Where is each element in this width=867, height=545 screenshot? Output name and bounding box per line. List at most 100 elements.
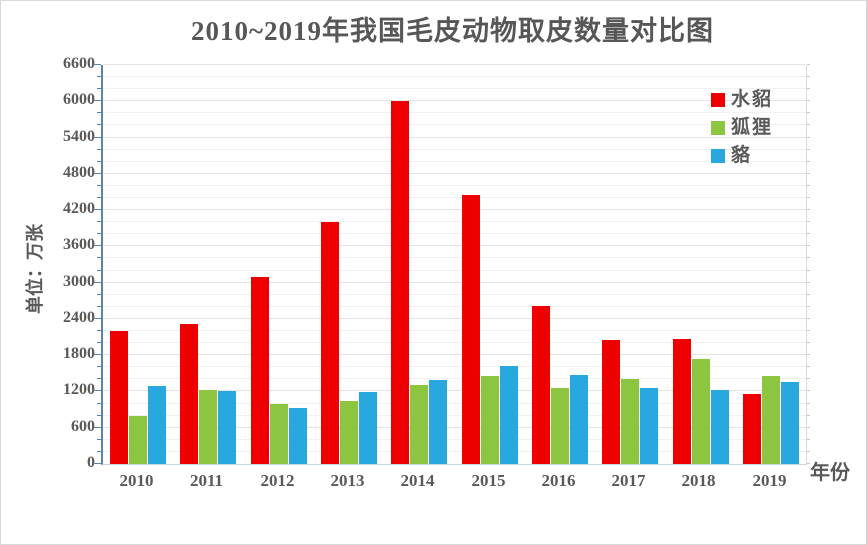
right-border-tick: [807, 76, 810, 77]
right-border-tick: [807, 88, 810, 89]
bar-貉-2011: [218, 391, 236, 464]
y-axis-tick-label: 1200: [63, 381, 95, 399]
x-axis-tick-label: 2019: [752, 471, 787, 490]
y-axis-tick: [97, 124, 101, 125]
y-axis-title: 单位：万张: [25, 224, 45, 314]
right-border-tick: [807, 221, 810, 222]
gridline: [103, 100, 806, 101]
gridline: [103, 390, 806, 391]
gridline: [103, 439, 806, 440]
gridline: [103, 415, 806, 416]
y-axis-tick-label: 3600: [63, 236, 95, 254]
y-axis-tick: [93, 245, 101, 246]
y-axis-tick: [97, 233, 101, 234]
gridline: [103, 294, 806, 295]
gridline: [103, 221, 806, 222]
bar-狐狸-2014: [410, 385, 428, 464]
x-axis-tick-label: 2012: [260, 471, 295, 490]
legend-label-mink: 水貂: [731, 89, 774, 110]
bar-貉-2019: [781, 382, 799, 464]
legend-item-raccoon-dog: 貉: [711, 145, 773, 167]
legend-item-fox: 狐狸: [711, 117, 773, 139]
y-axis-tick: [97, 330, 101, 331]
bar-水貂-2010: [110, 331, 128, 464]
y-axis-tick: [93, 173, 101, 174]
bar-水貂-2018: [673, 339, 691, 464]
gridline: [103, 112, 806, 113]
bar-貉-2012: [289, 408, 307, 464]
gridline: [103, 270, 806, 271]
gridline: [103, 451, 806, 452]
gridline: [103, 318, 806, 319]
gridline: [103, 306, 806, 307]
y-axis-tick: [93, 100, 101, 101]
bar-水貂-2019: [743, 394, 761, 464]
right-border-tick: [807, 306, 810, 307]
y-axis-tick-label: 6600: [63, 55, 95, 72]
right-border-tick: [807, 415, 810, 416]
x-axis-tick-label: 2016: [541, 471, 576, 490]
gridline: [103, 197, 806, 198]
y-axis-tick: [97, 76, 101, 77]
right-border-tick: [807, 149, 810, 150]
y-axis-tick: [93, 463, 101, 464]
y-axis-tick: [93, 318, 101, 319]
y-axis-tick: [97, 294, 101, 295]
y-axis-tick: [97, 197, 101, 198]
y-axis-tick: [97, 451, 101, 452]
bar-貉-2016: [570, 375, 588, 464]
bar-狐狸-2011: [199, 390, 217, 464]
y-axis-tick: [93, 354, 101, 355]
bar-水貂-2012: [251, 277, 269, 464]
right-border-tick: [807, 257, 810, 258]
right-border-tick: [807, 64, 810, 65]
right-border-tick: [807, 137, 810, 138]
y-axis-tick-label: 6000: [63, 91, 95, 109]
gridline: [103, 354, 806, 355]
fox-swatch-icon: [711, 121, 725, 135]
legend: 水貂 狐狸 貉: [711, 89, 773, 173]
gridline: [103, 149, 806, 150]
gridline: [103, 88, 806, 89]
x-axis-tick-label: 2018: [681, 471, 716, 490]
right-border-tick: [807, 197, 810, 198]
y-axis-tick-label: 5400: [63, 127, 95, 145]
right-border-tick: [807, 209, 810, 210]
y-axis-tick: [97, 270, 101, 271]
bar-貉-2017: [640, 388, 658, 464]
y-axis-tick: [97, 415, 101, 416]
bar-狐狸-2012: [270, 404, 288, 464]
x-axis-tick-label: 2013: [330, 471, 365, 490]
bar-狐狸-2019: [762, 376, 780, 464]
gridline: [103, 76, 806, 77]
y-axis-tick: [97, 306, 101, 307]
right-border-tick: [807, 439, 810, 440]
right-border-tick: [807, 245, 810, 246]
gridline: [103, 342, 806, 343]
y-axis-tick: [97, 403, 101, 404]
gridline: [103, 257, 806, 258]
y-axis-tick: [97, 221, 101, 222]
x-axis-title: 年份: [810, 462, 850, 484]
right-border-tick: [807, 451, 810, 452]
right-border-tick: [807, 294, 810, 295]
y-axis-tick: [97, 257, 101, 258]
gridline: [103, 161, 806, 162]
right-border-tick: [807, 354, 810, 355]
bar-貉-2015: [500, 366, 518, 464]
bar-狐狸-2018: [692, 359, 710, 464]
gridline: [103, 403, 806, 404]
y-axis-tick-label: 0: [87, 454, 95, 471]
raccoon-dog-swatch-icon: [711, 149, 725, 163]
right-border-tick: [807, 318, 810, 319]
y-axis-tick-label: 4200: [63, 200, 95, 218]
bar-貉-2018: [711, 390, 729, 464]
x-axis-tick-label: 2010: [119, 471, 154, 490]
gridline: [103, 185, 806, 186]
gridline: [103, 233, 806, 234]
y-axis-tick: [97, 185, 101, 186]
gridline: [103, 137, 806, 138]
x-axis-tick-label: 2011: [189, 471, 224, 490]
right-border-tick: [807, 390, 810, 391]
